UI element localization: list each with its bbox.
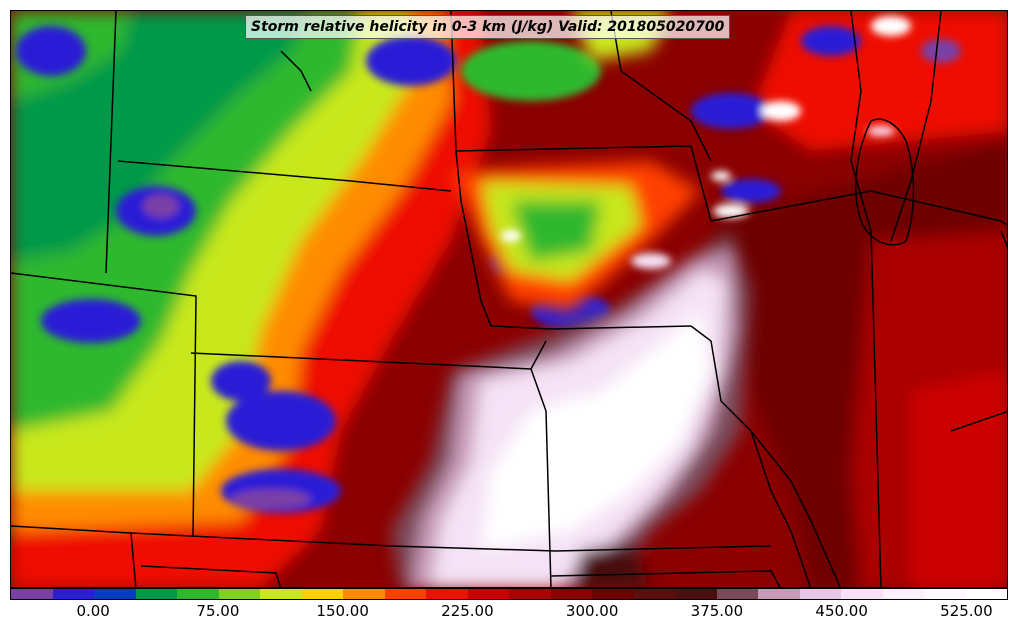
colorbar-segment: [384, 589, 426, 599]
colorbar-segment: [177, 589, 219, 599]
helicity-map: [11, 11, 1007, 587]
colorbar: [10, 588, 1008, 600]
colorbar-segment: [135, 589, 177, 599]
colorbar-segment: [758, 589, 800, 599]
colorbar-segment: [716, 589, 758, 599]
map-title: Storm relative helicity in 0-3 km (J/kg)…: [245, 15, 731, 39]
field-west-cells: [16, 26, 611, 513]
colorbar-segment: [426, 589, 468, 599]
colorbar-tick-label: 75.00: [196, 602, 240, 620]
colorbar-segment: [675, 589, 717, 599]
colorbar-tick-label: 300.00: [565, 602, 619, 620]
colorbar-segment: [509, 589, 551, 599]
state-boundaries: [11, 11, 1007, 587]
colorbar-tick-label: 0.00: [76, 602, 110, 620]
map-panel: [10, 10, 1008, 588]
colorbar-segment: [592, 589, 634, 599]
colorbar-segment: [52, 589, 94, 599]
colorbar-tick-label: 450.00: [815, 602, 868, 620]
colorbar-segment: [260, 589, 302, 599]
colorbar-segment: [550, 589, 592, 599]
colorbar-segment: [924, 589, 966, 599]
colorbar-segment: [882, 589, 924, 599]
colorbar-segment: [799, 589, 841, 599]
field-high-helicity: [391, 231, 751, 587]
colorbar-segment: [633, 589, 675, 599]
colorbar-segment: [965, 589, 1007, 599]
colorbar-segment: [841, 589, 883, 599]
colorbar-ticks: 0.00 75.00 150.00 225.00 300.00 375.00 450.00 5…: [10, 602, 1008, 628]
field-northeast-cells: [501, 16, 961, 269]
colorbar-tick-label: 225.00: [441, 602, 494, 620]
colorbar-tick-label: 150.00: [316, 602, 369, 620]
colorbar-tick-label: 525.00: [940, 602, 993, 620]
colorbar-tick-label: 375.00: [690, 602, 744, 620]
colorbar-segment: [218, 589, 260, 599]
lake-michigan: [855, 118, 915, 246]
colorbar-segment: [301, 589, 343, 599]
colorbar-segment: [94, 589, 136, 599]
colorbar-segment: [343, 589, 385, 599]
colorbar-segment: [11, 589, 53, 599]
colorbar-segment: [467, 589, 509, 599]
